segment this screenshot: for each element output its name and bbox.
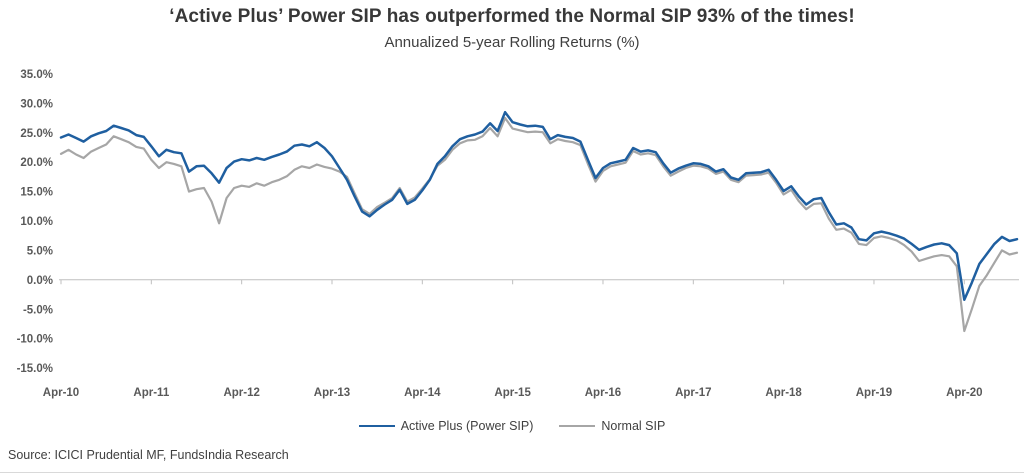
x-axis-label: Apr-15 <box>494 387 531 399</box>
y-axis-label: -10.0% <box>17 334 53 346</box>
legend-label-normal-sip: Normal SIP <box>601 419 666 433</box>
legend-label-active-plus: Active Plus (Power SIP) <box>400 419 534 433</box>
chart-legend: Active Plus (Power SIP) Normal SIP <box>0 419 1024 433</box>
x-axis-label: Apr-13 <box>314 387 350 399</box>
x-axis-label: Apr-16 <box>585 387 621 399</box>
y-axis-label: -5.0% <box>23 304 53 316</box>
y-axis-label: 15.0% <box>20 187 53 199</box>
legend-item-active-plus[interactable]: Active Plus (Power SIP) <box>358 419 534 433</box>
y-axis-label: 20.0% <box>20 157 53 169</box>
y-axis-label: 30.0% <box>20 98 53 110</box>
series-line-normal-sip <box>59 116 1019 333</box>
y-axis-label: -15.0% <box>17 363 53 375</box>
x-axis-label: Apr-12 <box>223 387 259 399</box>
series-line-active-plus-power-sip <box>59 110 1019 302</box>
x-axis-label: Apr-11 <box>133 387 169 399</box>
x-axis-label: Apr-18 <box>765 387 802 399</box>
x-axis-label: Apr-17 <box>675 387 711 399</box>
y-axis-label: 35.0% <box>20 69 53 81</box>
y-axis-label: 5.0% <box>27 245 53 257</box>
y-axis-label: 10.0% <box>20 216 53 228</box>
source-note: Source: ICICI Prudential MF, FundsIndia … <box>8 448 289 462</box>
legend-item-normal-sip[interactable]: Normal SIP <box>559 419 665 433</box>
x-axis-label: Apr-10 <box>43 387 79 399</box>
x-axis-label: Apr-20 <box>946 387 982 399</box>
normal-sip-line-swatch <box>559 425 596 427</box>
y-axis-label: 0.0% <box>27 275 53 287</box>
x-axis-label: Apr-19 <box>856 387 892 399</box>
active-plus-line-swatch <box>358 425 395 427</box>
chart-title: ‘Active Plus’ Power SIP has outperformed… <box>169 6 855 27</box>
y-axis-label: 25.0% <box>20 128 53 140</box>
x-axis-label: Apr-14 <box>404 387 441 399</box>
chart-subtitle: Annualized 5-year Rolling Returns (%) <box>384 34 640 51</box>
